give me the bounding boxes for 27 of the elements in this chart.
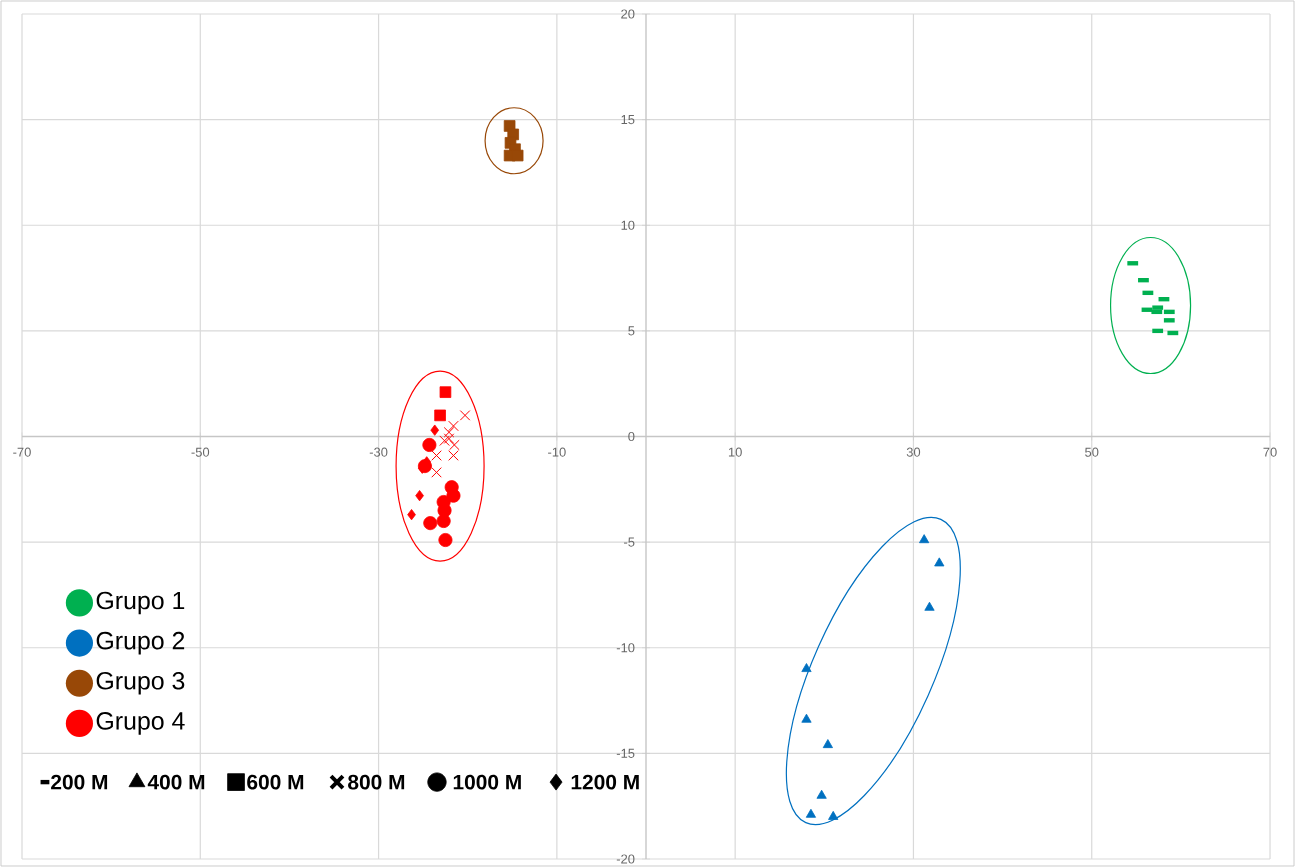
x-tick-label: 30: [906, 447, 921, 457]
x-tick-label: -50: [191, 447, 210, 457]
y-tick-label: 0: [628, 431, 635, 442]
annotation: 1200 M: [571, 774, 639, 790]
x-tick-label: 70: [1263, 447, 1277, 457]
x-tick-label: -70: [13, 447, 31, 457]
annotation: 1000 M: [453, 774, 521, 790]
annotation: 400 M: [147, 774, 205, 790]
legend-label: Grupo 4: [96, 712, 185, 735]
y-tick-label: -15: [616, 748, 635, 758]
x-tick-label: -10: [548, 447, 566, 457]
y-tick-label: -10: [616, 643, 635, 653]
x-tick-label: -30: [369, 447, 388, 457]
annotation: 800 M: [348, 774, 405, 790]
legend-label: Grupo 2: [96, 631, 185, 655]
x-tick-label: 10: [728, 447, 742, 457]
y-tick-label: -20: [616, 854, 635, 864]
y-tick-label: 15: [621, 115, 635, 125]
legend-label: Grupo 3: [96, 671, 185, 695]
y-tick-label: 10: [621, 220, 635, 230]
y-tick-label: -5: [624, 537, 635, 547]
y-tick-label: 5: [628, 326, 635, 336]
legend-label: Grupo 1: [96, 591, 185, 615]
y-tick-label: 20: [621, 9, 635, 19]
annotation: 200 M: [51, 774, 108, 790]
annotation: 600 M: [247, 774, 304, 790]
x-tick-label: 50: [1085, 447, 1099, 457]
